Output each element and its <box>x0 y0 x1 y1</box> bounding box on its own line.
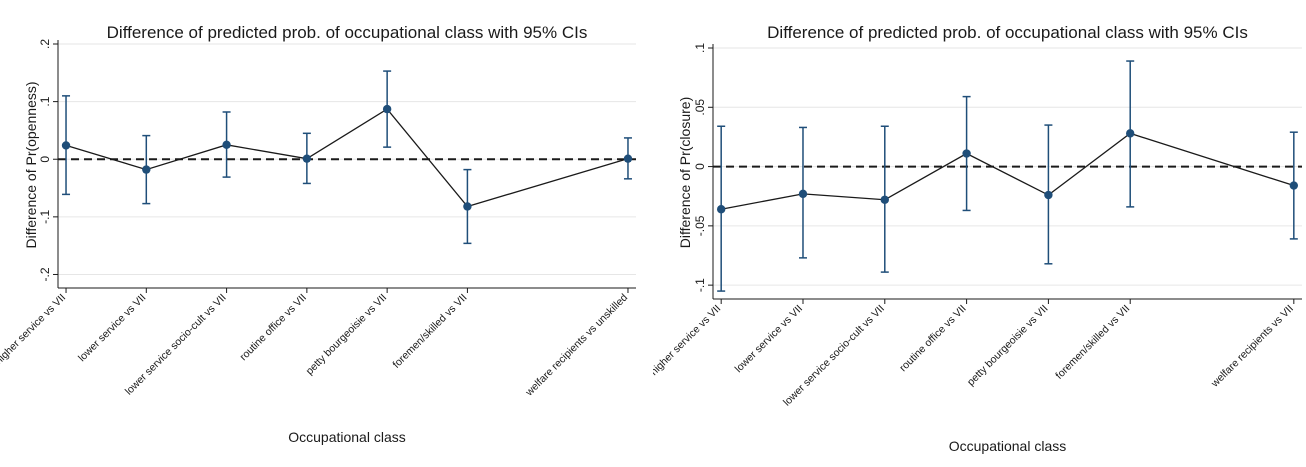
x-tick-label: higher service vs VII <box>0 292 68 367</box>
x-tick-label: foremen/skilled vs VII <box>390 292 469 371</box>
estimate-point <box>142 165 151 174</box>
y-tick-label: .2 <box>38 39 52 49</box>
x-tick-label: petty bourgeoisie vs VII <box>965 303 1051 389</box>
x-tick-label: lower service vs VII <box>76 292 148 364</box>
x-axis-title: Occupational class <box>949 438 1067 454</box>
x-tick-label: foremen/skilled vs VII <box>1053 303 1132 382</box>
estimate-point <box>463 202 472 211</box>
x-tick-label: routine office vs VII <box>897 303 968 374</box>
estimate-line <box>65 108 629 208</box>
estimate-line <box>721 132 1295 210</box>
y-tick-label: 0 <box>693 163 707 170</box>
estimate-point <box>1289 181 1299 190</box>
y-axis-title: Difference of Pr(openness) <box>23 81 39 248</box>
x-tick-label: higher service vs VII <box>653 303 723 378</box>
y-tick-label: -.05 <box>693 215 707 236</box>
y-axis-title: Difference of Pr(closure) <box>677 97 693 248</box>
estimate-point <box>716 205 726 214</box>
y-tick-label: .1 <box>38 96 52 106</box>
chart-title: Difference of predicted prob. of occupat… <box>767 23 1248 42</box>
x-tick-label: welfare recipients vs VII <box>1208 303 1296 391</box>
y-tick-label: -.1 <box>693 278 707 292</box>
x-tick-label: welfare recipients vs unskilled <box>523 292 631 400</box>
estimate-point <box>222 140 231 150</box>
y-tick-label: .05 <box>693 99 707 116</box>
y-tick-label: -.1 <box>38 210 52 224</box>
chart-closure: Difference of predicted prob. of occupat… <box>653 23 1302 454</box>
y-tick-label: -.2 <box>38 267 52 281</box>
estimate-point <box>962 149 971 158</box>
estimate-point <box>1126 129 1135 138</box>
estimate-point <box>61 141 71 150</box>
chart-openness: Difference of predicted prob. of occupat… <box>0 23 636 445</box>
x-tick-label: routine office vs VII <box>237 292 308 363</box>
x-tick-label: petty bourgeoisie vs VII <box>304 292 390 378</box>
estimate-point <box>623 154 633 163</box>
estimate-point <box>302 154 312 163</box>
estimate-point <box>880 195 889 204</box>
y-tick-label: 0 <box>38 156 52 163</box>
x-axis-title: Occupational class <box>288 429 406 445</box>
estimate-point <box>798 189 808 199</box>
y-tick-label: .1 <box>693 43 707 53</box>
estimate-point <box>382 104 392 114</box>
chart-title: Difference of predicted prob. of occupat… <box>107 23 588 42</box>
estimate-point <box>1044 190 1053 200</box>
x-tick-label: lower service vs VII <box>733 303 805 375</box>
